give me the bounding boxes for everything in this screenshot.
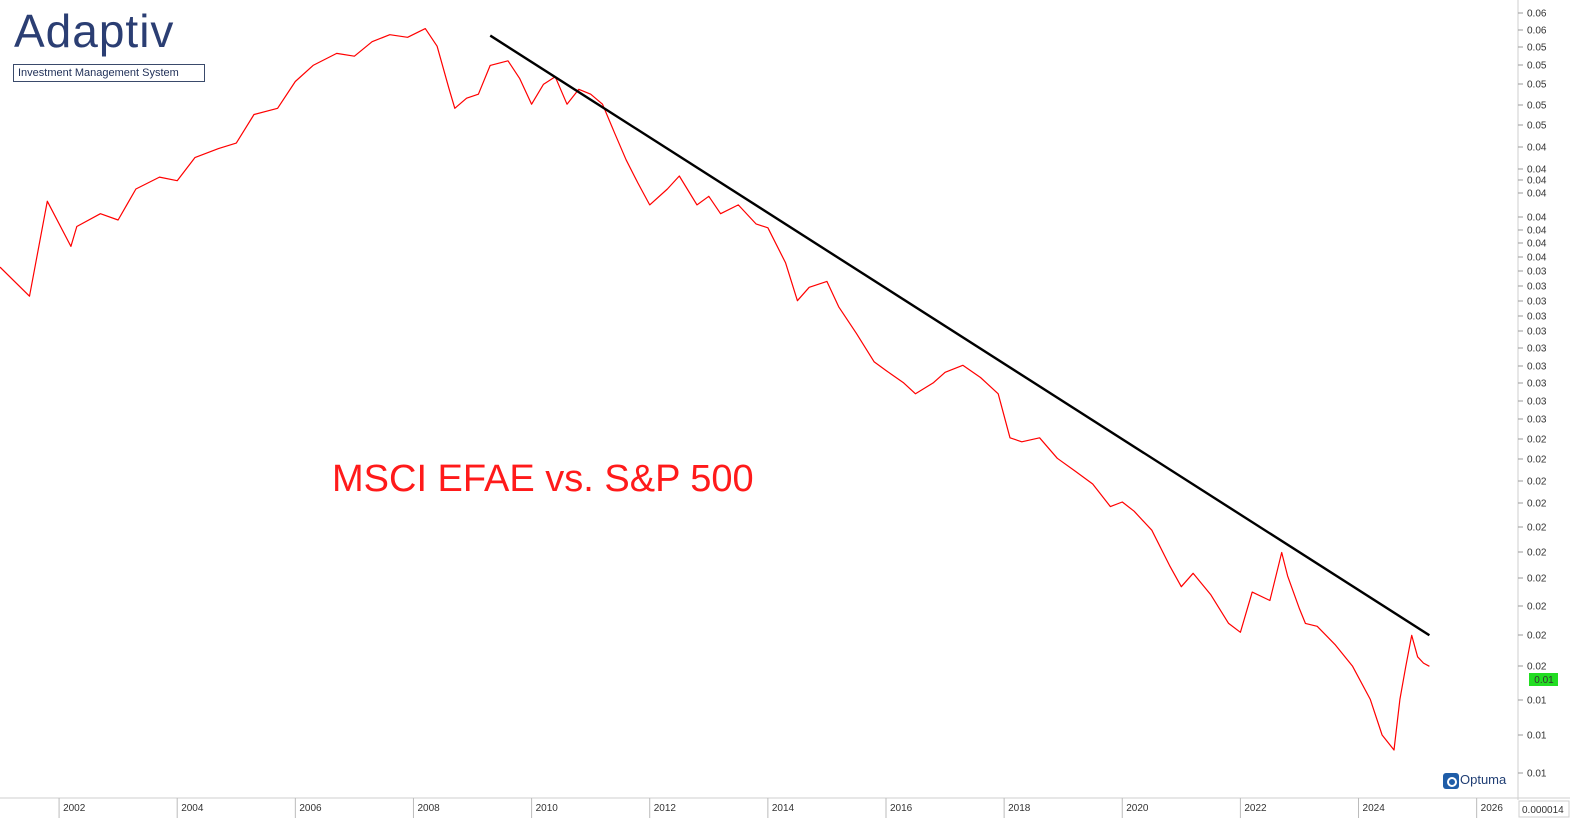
y-tick-label: 0.03: [1527, 362, 1547, 373]
x-tick-label: 2014: [772, 803, 795, 814]
adaptiv-logo: Adaptiv: [14, 4, 174, 58]
y-tick-label: 0.03: [1527, 282, 1547, 293]
x-tick-label: 2008: [417, 803, 440, 814]
y-tick-label: 0.03: [1527, 297, 1547, 308]
logo-tagline-box: Investment Management System: [13, 64, 205, 82]
y-tick-label: 0.01: [1527, 696, 1547, 707]
y-tick-label: 0.04: [1527, 165, 1547, 176]
x-tick-label: 2002: [63, 803, 86, 814]
last-value-marker: 0.01: [1529, 673, 1558, 686]
x-tick-label: 2026: [1481, 803, 1504, 814]
x-tick-label: 2006: [299, 803, 322, 814]
optuma-branding: Optuma: [1443, 772, 1506, 789]
y-tick-label: 0.03: [1527, 344, 1547, 355]
y-tick-label: 0.02: [1527, 631, 1547, 642]
y-tick-label: 0.03: [1527, 312, 1547, 323]
y-tick-label: 0.01: [1527, 731, 1547, 742]
x-tick-label: 2010: [536, 803, 559, 814]
y-tick-label: 0.03: [1527, 379, 1547, 390]
x-tick-label: 2022: [1244, 803, 1267, 814]
trendline: [489, 34, 1431, 637]
y-tick-label: 0.04: [1527, 253, 1547, 264]
y-tick-label: 0.05: [1527, 43, 1547, 54]
x-tick-label: 2016: [890, 803, 913, 814]
y-tick-label: 0.03: [1527, 415, 1547, 426]
axis-corner-label: 0.000014: [1522, 805, 1564, 816]
y-tick-label: 0.06: [1527, 26, 1547, 37]
chart-title: MSCI EFAE vs. S&P 500: [332, 458, 754, 500]
y-tick-label: 0.02: [1527, 574, 1547, 585]
x-tick-label: 2020: [1126, 803, 1149, 814]
y-tick-label: 0.02: [1527, 548, 1547, 559]
x-tick-label: 2012: [654, 803, 677, 814]
x-tick-label: 2024: [1363, 803, 1386, 814]
x-axis-ticks: 2002 2004 2006 2008 2010 2012 2014 2016 2018 2020…: [58, 798, 1504, 818]
y-tick-label: 0.02: [1527, 662, 1547, 673]
y-tick-label: 0.03: [1527, 397, 1547, 408]
y-tick-label: 0.02: [1527, 499, 1547, 510]
x-tick-label: 2004: [181, 803, 204, 814]
y-tick-label: 0.04: [1527, 213, 1547, 224]
axis-corner-box: [1518, 800, 1570, 818]
y-tick-label: 0.04: [1527, 143, 1547, 154]
y-tick-label: 0.03: [1527, 267, 1547, 278]
y-tick-label: 0.03: [1527, 327, 1547, 338]
y-tick-label: 0.04: [1527, 189, 1547, 200]
optuma-icon: [1443, 772, 1459, 789]
y-tick-label: 0.02: [1527, 602, 1547, 613]
last-value-badge: [1529, 673, 1558, 686]
last-value-label: 0.01: [1534, 675, 1554, 686]
y-tick-label: 0.02: [1527, 477, 1547, 488]
y-tick-label: 0.05: [1527, 61, 1547, 72]
y-tick-label: 0.02: [1527, 455, 1547, 466]
logo-tagline: Investment Management System: [18, 67, 179, 79]
y-tick-label: 0.02: [1527, 523, 1547, 534]
series-layer: [0, 28, 1430, 751]
y-tick-label: 0.02: [1527, 435, 1547, 446]
y-tick-label: 0.06: [1527, 9, 1547, 20]
y-tick-label: 0.04: [1527, 239, 1547, 250]
optuma-label: Optuma: [1460, 772, 1507, 787]
y-tick-label: 0.05: [1527, 121, 1547, 132]
y-tick-label: 0.01: [1527, 769, 1547, 780]
y-tick-label: 0.05: [1527, 80, 1547, 91]
x-tick-label: 2018: [1008, 803, 1031, 814]
y-tick-label: 0.05: [1527, 101, 1547, 112]
trendline-layer: [489, 34, 1431, 637]
y-tick-label: 0.04: [1527, 176, 1547, 187]
series-line: [0, 28, 1430, 751]
y-axis-ticks: 0.060.060.050.050.050.050.050.040.040.04…: [1518, 9, 1547, 780]
logo-wordmark: Adaptiv: [14, 5, 175, 57]
y-tick-label: 0.04: [1527, 226, 1547, 237]
